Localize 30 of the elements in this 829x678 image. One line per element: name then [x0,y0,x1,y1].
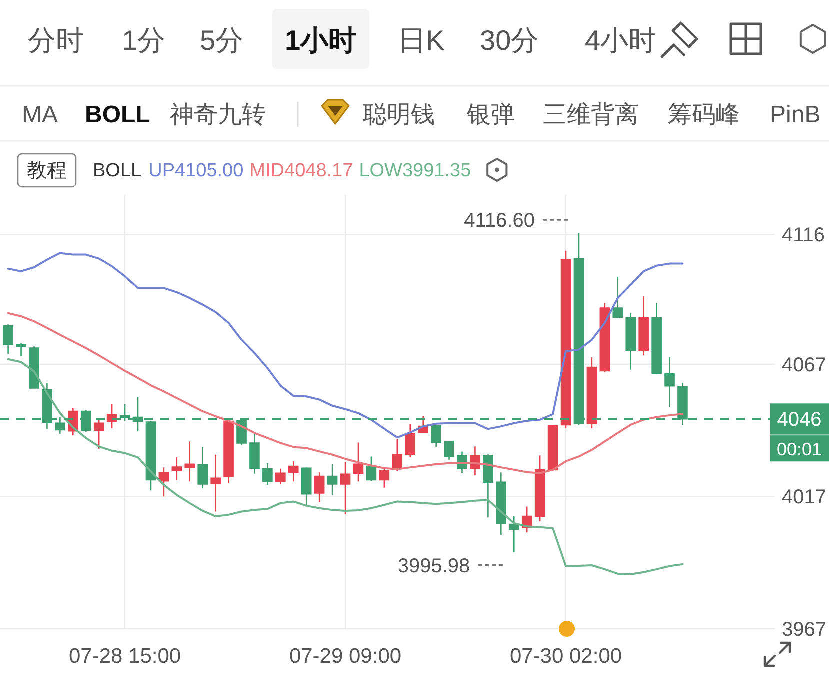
period-label: 5分 [200,24,244,56]
y-tick-label: 4067 [782,354,826,376]
period-label: 日K [398,24,445,56]
countdown-label: 00:01 [776,439,822,460]
indicator-label: 三维背离 [543,101,639,128]
y-tick-label: 4116 [782,224,826,247]
indicator-label: 聪明钱 [363,101,435,128]
indicator-label: 筹码峰 [668,101,740,128]
period-label: 30分 [480,24,540,56]
annotation: 4116.60 [464,210,535,232]
indicator-label: MA [22,101,58,128]
period-label: 1小时 [285,24,357,56]
period-label: 分时 [28,24,84,56]
period-label: 1分 [122,24,166,56]
y-tick-label: 3967 [782,619,826,641]
indicator-label: BOLL [85,101,150,128]
x-tick-label: 07-29 09:00 [289,645,402,668]
min-price-label: 3995.98 [398,555,504,578]
legend: BOLL UP4105.00 MID4048.17 LOW3991.35 [93,160,472,182]
period-label: 4小时 [585,24,657,56]
x-tick-label: 07-30 02:00 [510,645,622,668]
max-price-label: 4116.60 [464,210,569,232]
indicator-label: PinB [770,101,821,128]
annotation: 3995.98 [398,555,470,578]
indicator-label: 神奇九转 [170,101,266,128]
indicator-label: 银弹 [467,101,515,128]
y-tick-label: 4017 [782,486,826,509]
ref-line-label: 4046 [777,409,822,432]
button: 教程 [17,153,77,188]
x-tick-label: 07-28 15:00 [68,645,182,668]
